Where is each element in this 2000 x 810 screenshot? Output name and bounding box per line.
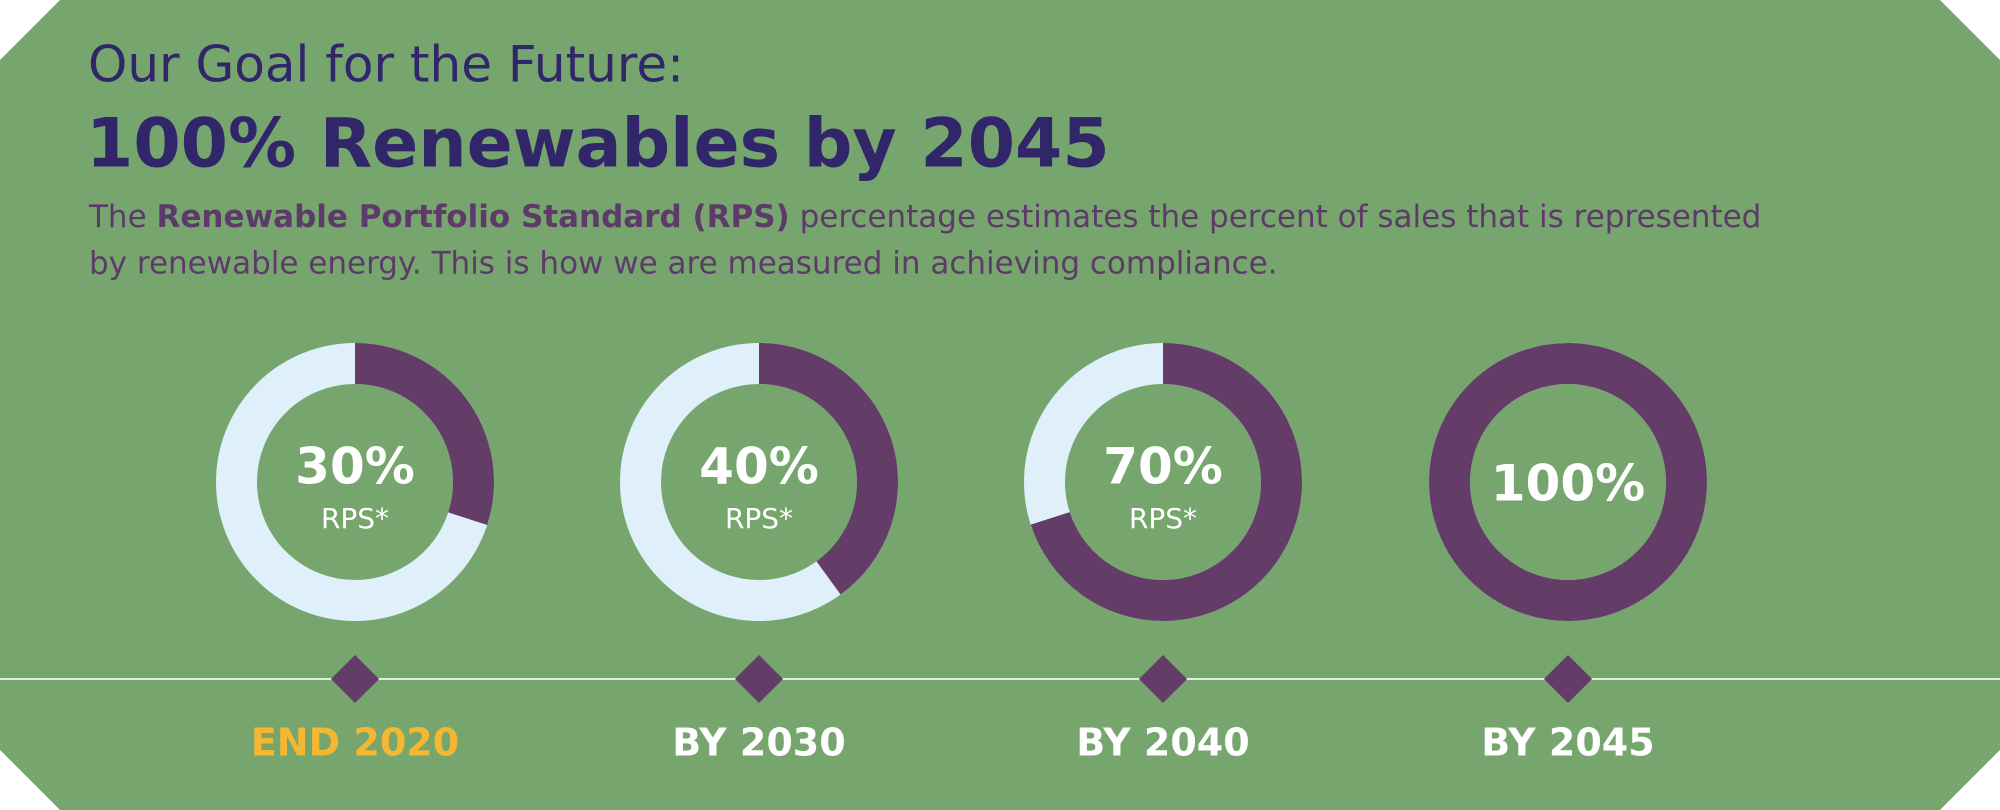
donut-segment — [620, 343, 898, 621]
category-label: END 2020 — [251, 721, 459, 765]
description: by renewable energy. This is how we are … — [89, 246, 1278, 282]
description-text: The — [88, 199, 157, 235]
title: 100% Renewables by 2045 — [86, 105, 1110, 184]
kicker: Our Goal for the Future: — [88, 36, 684, 94]
sub-label: RPS* — [725, 502, 793, 535]
description-text: percentage estimates the percent of sale… — [790, 199, 1762, 235]
timeline-marker — [330, 654, 380, 704]
category-label: BY 2030 — [672, 721, 845, 765]
value-label: 70% — [1103, 438, 1223, 496]
timeline-marker — [734, 654, 784, 704]
value-label: 30% — [295, 438, 415, 496]
value-label: 40% — [699, 438, 819, 496]
description-bold: Renewable Portfolio Standard (RPS) — [157, 199, 790, 235]
value-label: 100% — [1491, 455, 1645, 513]
description: The Renewable Portfolio Standard (RPS) p… — [88, 199, 1761, 235]
donut-segment — [1024, 343, 1302, 621]
sub-label: RPS* — [1129, 502, 1197, 535]
category-label: BY 2045 — [1481, 721, 1654, 765]
category-label: BY 2040 — [1076, 721, 1249, 765]
sub-label: RPS* — [321, 502, 389, 535]
donut-segment — [216, 343, 494, 621]
donut-segment — [1429, 343, 1707, 621]
